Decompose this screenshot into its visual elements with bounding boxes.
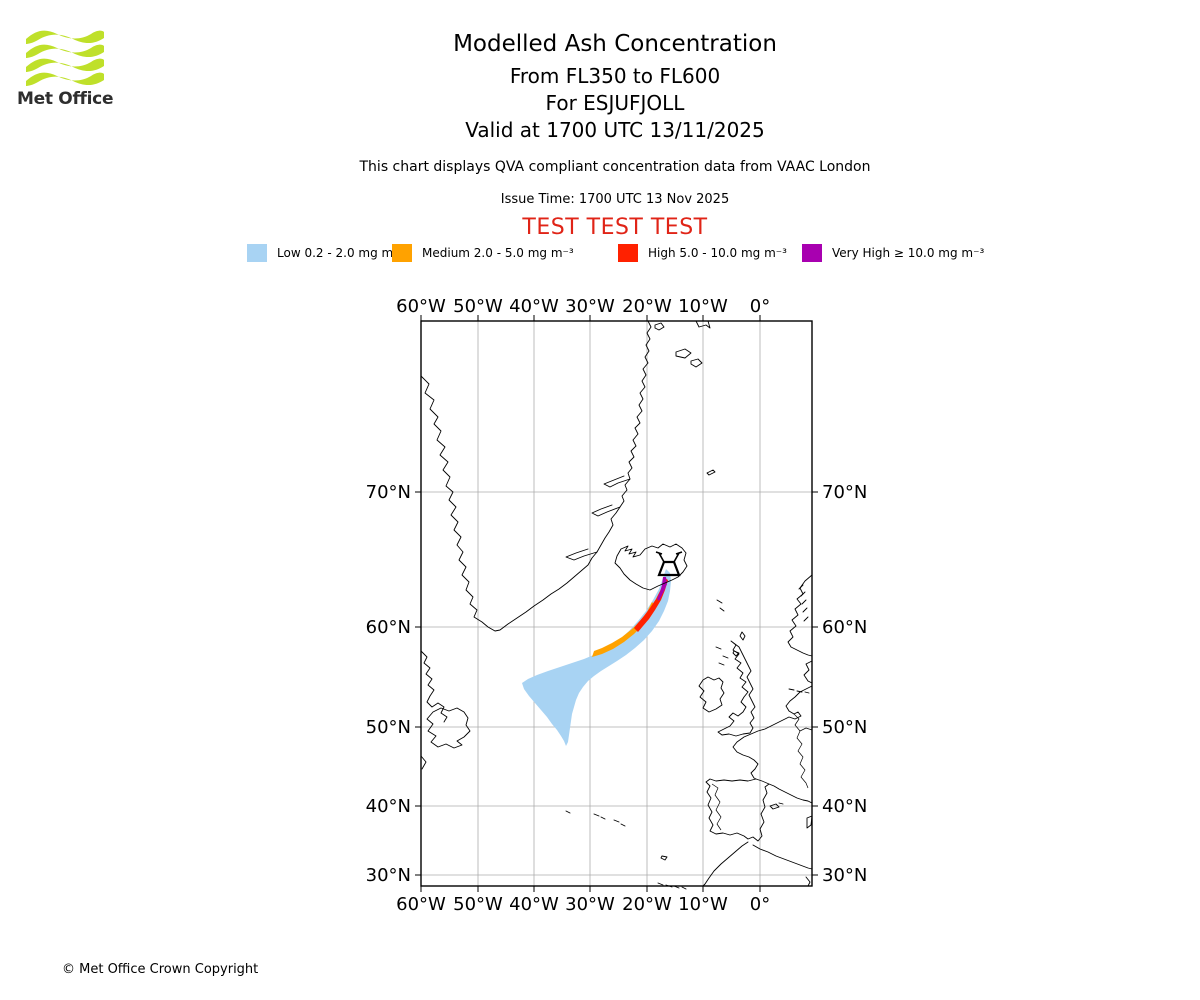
- y-axis-label-left: 50°N: [366, 717, 411, 738]
- map-frame: [420, 320, 813, 887]
- legend-item-high: High 5.0 - 10.0 mg m⁻³: [618, 244, 787, 262]
- labrador-coastline: [420, 650, 448, 723]
- legend-swatch-very-high: [802, 244, 822, 262]
- x-axis-label-top: 20°W: [622, 296, 672, 317]
- x-axis-label-bottom: 30°W: [565, 894, 615, 915]
- qva-compliance-note: This chart displays QVA compliant concen…: [359, 159, 871, 175]
- ne-greenland-island: [695, 320, 711, 329]
- hebrides-islands: [715, 646, 729, 666]
- country-border-layer: [711, 713, 813, 831]
- france-spain-border: [755, 778, 770, 785]
- y-axis-label-right: 40°N: [822, 796, 867, 817]
- x-axis-label-top: 30°W: [565, 296, 615, 317]
- great-britain-coastline: [717, 640, 756, 737]
- y-axis-label-left: 40°N: [366, 796, 411, 817]
- france-east-border: [793, 713, 809, 789]
- x-axis-label-bottom: 20°W: [622, 894, 672, 915]
- norway-fjords: [798, 584, 809, 622]
- chart-title: Modelled Ash Concentration: [453, 31, 777, 57]
- x-axis-label-bottom: 50°W: [453, 894, 503, 915]
- ash-band-low: [522, 569, 671, 746]
- x-axis-label-bottom: 10°W: [678, 894, 728, 915]
- volcano-name-line: For ESJUFJOLL: [545, 91, 685, 115]
- y-axis-label-left: 70°N: [366, 482, 411, 503]
- test-banner: TEST TEST TEST: [522, 215, 708, 240]
- orkney-island: [732, 650, 740, 657]
- africa-corner-fragment: [805, 876, 811, 887]
- met-office-logo-text: Met Office: [17, 89, 114, 109]
- portugal-spain-border: [711, 783, 722, 831]
- left-edge-coast-fragment: [420, 755, 427, 770]
- legend-label-medium: Medium 2.0 - 5.0 mg m⁻³: [422, 246, 574, 260]
- x-axis-label-top: 0°: [750, 296, 770, 317]
- europe-mainland-coastline: [705, 685, 813, 842]
- madeira-island: [660, 855, 668, 861]
- coastline-layer: [420, 320, 813, 890]
- greenland-fjord: [603, 475, 631, 488]
- x-axis-label-top: 50°W: [453, 296, 503, 317]
- azores-islands: [565, 810, 626, 827]
- ne-greenland-island: [690, 358, 703, 368]
- volcano-eruption-icon: [655, 551, 683, 563]
- iceland-coastline: [614, 543, 688, 591]
- legend-item-very-high: Very High ≥ 10.0 mg m⁻³: [802, 244, 984, 262]
- map-frame-layer: [415, 315, 818, 892]
- legend-item-low: Low 0.2 - 2.0 mg m⁻³: [247, 244, 404, 262]
- flight-level-range: From FL350 to FL600: [509, 64, 721, 88]
- sardinia-island: [806, 815, 813, 829]
- ne-greenland-island: [654, 322, 665, 331]
- legend-swatch-high: [618, 244, 638, 262]
- legend-swatch-low: [247, 244, 267, 262]
- y-axis-label-left: 30°N: [366, 865, 411, 886]
- greenland-fjord: [591, 504, 621, 517]
- graticule-layer: [420, 321, 812, 886]
- copyright-text: © Met Office Crown Copyright: [62, 962, 259, 977]
- greenland-fjord: [565, 548, 598, 561]
- legend-label-very-high: Very High ≥ 10.0 mg m⁻³: [832, 246, 985, 260]
- ne-greenland-island: [675, 348, 692, 359]
- y-axis-label-right: 30°N: [822, 865, 867, 886]
- ash-band-layer: [522, 569, 671, 746]
- norway-coastline: [787, 574, 813, 657]
- x-axis-label-bottom: 60°W: [396, 894, 446, 915]
- jan-mayen-island: [706, 469, 716, 476]
- faroe-islands: [716, 599, 725, 612]
- belgium-germany-border: [799, 727, 813, 732]
- legend-label-low: Low 0.2 - 2.0 mg m⁻³: [277, 246, 405, 260]
- volcano-marker: [655, 551, 683, 577]
- legend-item-medium: Medium 2.0 - 5.0 mg m⁻³: [392, 244, 574, 262]
- ash-band-medium: [592, 602, 655, 657]
- greenland-coastline: [420, 320, 652, 632]
- north-africa-coastline: [752, 844, 813, 870]
- y-axis-label-right: 60°N: [822, 617, 867, 638]
- y-axis-label-left: 60°N: [366, 617, 411, 638]
- legend-swatch-medium: [392, 244, 412, 262]
- denmark-coastline: [803, 660, 813, 684]
- x-axis-label-bottom: 40°W: [509, 894, 559, 915]
- issue-time: Issue Time: 1700 UTC 13 Nov 2025: [500, 192, 730, 207]
- x-axis-label-top: 60°W: [396, 296, 446, 317]
- balearic-islands: [769, 802, 784, 810]
- y-axis-label-right: 70°N: [822, 482, 867, 503]
- newfoundland-coastline: [426, 707, 471, 749]
- axis-label-layer: 60°W 60°W 50°W 50°W 40°W 40°W 30°W 30°W 20°W 20°W…: [366, 296, 868, 915]
- valid-time-line: Valid at 1700 UTC 13/11/2025: [465, 118, 765, 142]
- ireland-coastline: [698, 676, 725, 713]
- x-axis-label-top: 10°W: [678, 296, 728, 317]
- y-axis-label-right: 50°N: [822, 717, 867, 738]
- morocco-coastline: [702, 841, 749, 887]
- shetland-island: [739, 631, 746, 641]
- met-office-logo: Met Office: [15, 25, 125, 115]
- x-axis-label-top: 40°W: [509, 296, 559, 317]
- ash-band-high: [634, 578, 668, 632]
- x-axis-label-bottom: 0°: [750, 894, 770, 915]
- legend-label-high: High 5.0 - 10.0 mg m⁻³: [648, 246, 787, 260]
